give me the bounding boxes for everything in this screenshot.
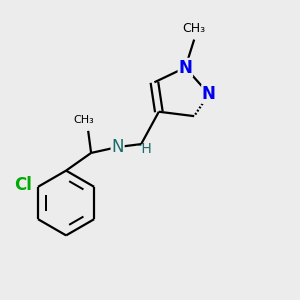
Text: N: N [202,85,216,103]
Text: CH₃: CH₃ [183,22,206,35]
Text: CH₃: CH₃ [74,115,94,125]
Text: N: N [111,138,124,156]
Text: N: N [178,58,192,76]
Text: ⁻H: ⁻H [134,142,152,156]
Text: Cl: Cl [14,176,32,194]
